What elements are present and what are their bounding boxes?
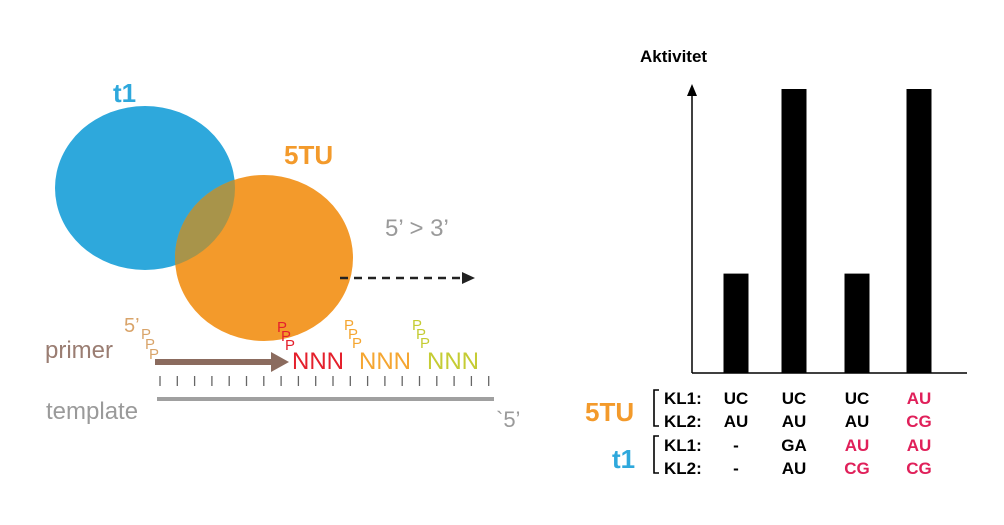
polymerase-diagram: t1 5TU 5’ > 3’ primer 5’ P P P P P P NNN… [45, 78, 520, 432]
direction-arrowhead-icon [462, 272, 475, 284]
phosphate-red-3: P [285, 337, 295, 354]
t1-label: t1 [113, 78, 136, 108]
primer-phosphate-2: P [145, 336, 155, 353]
primer-phosphate-1: P [141, 326, 151, 343]
phosphate-orange-3: P [352, 335, 362, 352]
bar-2 [781, 89, 807, 373]
table-cell: CG [906, 459, 932, 478]
template-label: template [46, 398, 138, 425]
primer-arrowhead-icon [271, 352, 289, 372]
table-cell: AU [782, 412, 807, 431]
activity-chart: Aktivitet 5TU t1 KL1: UC UC UC AU KL2: AU AU AU C… [585, 47, 967, 478]
nnn-block-yellow: NNN [427, 348, 479, 375]
bar-3 [844, 273, 870, 373]
y-axis-arrowhead-icon [687, 84, 697, 96]
phosphate-red-2: P [281, 328, 291, 345]
table-cell: CG [906, 412, 932, 431]
phosphate-red-1: P [277, 319, 287, 336]
phosphate-orange-2: P [348, 326, 358, 343]
bar-1 [723, 273, 749, 373]
row-label: KL2: [664, 459, 702, 478]
y-axis-label: Aktivitet [640, 47, 707, 66]
table-cell: AU [845, 436, 870, 455]
table-cell: AU [907, 436, 932, 455]
phosphate-yellow-1: P [412, 317, 422, 334]
primer-5prime-label: 5’ [124, 315, 140, 337]
table-cell: CG [844, 459, 870, 478]
phosphate-orange-1: P [344, 317, 354, 334]
fivetu-label: 5TU [284, 140, 333, 170]
table-cell: AU [907, 389, 932, 408]
row-label: KL2: [664, 412, 702, 431]
circle-overlap [175, 175, 235, 270]
table-cell: GA [781, 436, 807, 455]
bar-4 [906, 89, 932, 373]
template-5prime-label: `5’ [496, 407, 520, 432]
group-label-fivetu: 5TU [585, 397, 634, 427]
table-cell: AU [724, 412, 749, 431]
row-label: KL1: [664, 436, 702, 455]
nnn-block-orange: NNN [359, 348, 411, 375]
phosphate-yellow-2: P [416, 326, 426, 343]
primer-label: primer [45, 337, 113, 364]
direction-label: 5’ > 3’ [385, 215, 449, 242]
table-cell: UC [724, 389, 749, 408]
bracket-t1 [653, 435, 659, 474]
primer-phosphate-3: P [149, 346, 159, 363]
table-cell: UC [845, 389, 870, 408]
group-label-t1: t1 [612, 444, 635, 474]
table-cell: UC [782, 389, 807, 408]
row-label: KL1: [664, 389, 702, 408]
template-ticks [159, 376, 490, 386]
bracket-fivetu [653, 389, 659, 427]
table-cell: - [733, 459, 739, 478]
table-cell: AU [845, 412, 870, 431]
sequence-table: KL1: UC UC UC AU KL2: AU AU AU CG KL1: - GA AU AU KL2: -… [664, 389, 932, 478]
bars [723, 89, 932, 373]
nnn-block-red: NNN [292, 348, 344, 375]
table-cell: AU [782, 459, 807, 478]
table-cell: - [733, 436, 739, 455]
phosphate-yellow-3: P [420, 335, 430, 352]
